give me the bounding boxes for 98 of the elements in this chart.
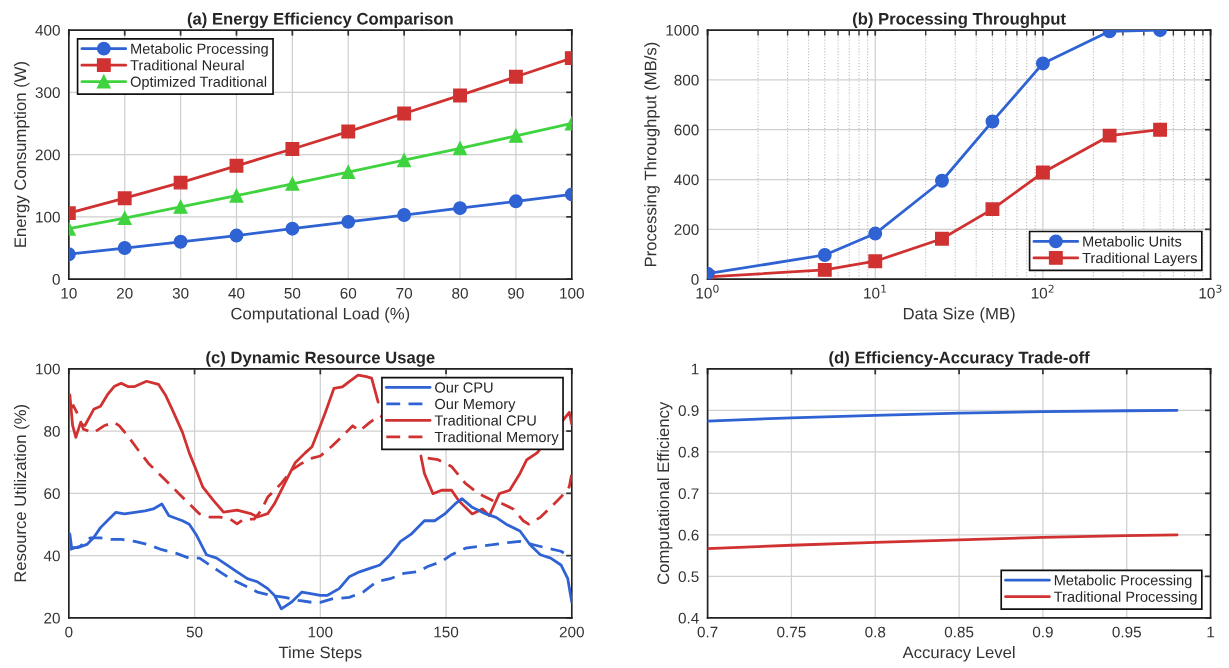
legend-label: Traditional Layers — [1082, 252, 1197, 267]
x-tick-label: 1 — [1207, 626, 1215, 638]
legend-label: Traditional Neural — [130, 59, 244, 71]
y-tick-label: 400 — [674, 174, 699, 186]
y-axis-title: Energy Consumption (W) — [13, 62, 30, 247]
x-tick-label: 10$^{3}$ — [1199, 284, 1222, 299]
y-tick-label: 400 — [35, 24, 60, 36]
point — [508, 69, 523, 84]
y-tick-label: 0.4 — [678, 612, 699, 624]
x-tick-label: 10 — [61, 287, 77, 299]
y-tick-label: 200 — [674, 224, 699, 236]
x-tick-label: 70 — [396, 287, 413, 299]
point — [285, 221, 300, 236]
y-tick-label: 300 — [35, 87, 60, 99]
y-tick-label: 0.5 — [678, 571, 699, 583]
y-tick-label: 60 — [44, 488, 60, 500]
legend-label: Metabolic Processing — [131, 43, 268, 57]
point — [508, 194, 523, 209]
x-tick-label: 0 — [65, 626, 73, 638]
point — [285, 176, 300, 191]
y-tick-label: 100 — [36, 211, 60, 223]
point — [453, 141, 467, 156]
point — [341, 165, 356, 179]
x-tick-label: 200 — [559, 626, 584, 638]
legend-label: Traditional CPU — [434, 414, 536, 426]
x-axis-title: Accuracy Level — [902, 646, 1015, 662]
x-tick-label: 0.8 — [865, 626, 886, 638]
legend-label: Our Memory — [435, 398, 516, 413]
point — [229, 158, 244, 173]
x-tick-label: 0.95 — [1112, 626, 1141, 638]
x-tick-label: 0.75 — [777, 626, 806, 638]
y-axis-title: Computational Efficiency — [656, 401, 673, 585]
x-tick-label: 20 — [116, 287, 133, 299]
y-tick-label: 0.6 — [678, 529, 699, 541]
y-tick-label: 20 — [44, 612, 60, 624]
point — [117, 211, 132, 226]
x-tick-label: 10$^{2}$ — [1031, 284, 1054, 299]
x-tick-label: 80 — [452, 287, 468, 299]
chart-title: (c) Dynamic Resource Usage — [206, 351, 435, 367]
point — [341, 124, 356, 139]
point — [117, 191, 132, 206]
point — [173, 175, 188, 190]
legend-label: Optimized Traditional — [130, 76, 267, 90]
point — [229, 228, 244, 243]
point — [453, 201, 467, 216]
point — [341, 214, 356, 229]
x-tick-label: 30 — [172, 287, 189, 299]
y-tick-label: 40 — [43, 550, 60, 562]
y-tick-label: 1 — [691, 363, 699, 375]
point — [117, 241, 132, 255]
chart-title: (b) Processing Throughput — [852, 12, 1066, 29]
point — [173, 199, 188, 214]
point — [397, 153, 412, 168]
legend-label: Traditional Memory — [434, 431, 559, 446]
x-tick-label: 0.85 — [944, 626, 974, 638]
y-tick-label: 800 — [674, 74, 699, 86]
point — [173, 234, 188, 249]
y-tick-label: 600 — [674, 124, 699, 136]
legend-label: Traditional Processing — [1054, 591, 1197, 605]
x-axis-title: Computational Load (%) — [231, 307, 410, 323]
x-tick-label: 10$^{1}$ — [864, 284, 886, 299]
point — [453, 88, 467, 103]
x-tick-label: 50 — [186, 626, 203, 638]
y-tick-label: 0.8 — [678, 446, 699, 458]
y-tick-label: 200 — [35, 149, 60, 161]
chart-title: (a) Energy Efficiency Comparison — [187, 12, 453, 29]
line-series — [707, 533, 1179, 550]
y-tick-label: 0.9 — [678, 405, 699, 417]
x-tick-label: 150 — [434, 626, 459, 638]
y-tick-label: 1000 — [666, 24, 699, 36]
y-tick-label: 0 — [691, 274, 699, 285]
point — [285, 142, 300, 156]
point — [508, 128, 523, 143]
x-tick-label: 90 — [508, 287, 524, 299]
x-tick-label: 100 — [560, 287, 584, 299]
point — [397, 106, 412, 121]
line-series — [68, 497, 572, 611]
line-series — [707, 408, 1179, 423]
y-tick-label: 0.7 — [678, 488, 699, 500]
y-tick-label: 100 — [36, 363, 60, 375]
y-axis-title: Resource Utilization (%) — [13, 405, 30, 582]
legend-label: Metabolic Units — [1083, 235, 1182, 247]
y-axis-title: Processing Throughput (MB/s) — [644, 42, 660, 267]
y-tick-label: 80 — [44, 425, 60, 437]
x-tick-label: 50 — [284, 287, 301, 299]
legend-label: Metabolic Processing — [1054, 574, 1192, 589]
x-tick-label: 10$^{0}$ — [696, 284, 719, 299]
x-tick-label: 40 — [228, 287, 245, 299]
x-axis-title: Data Size (MB) — [903, 307, 1015, 323]
y-tick-label: 0 — [52, 274, 60, 285]
x-tick-label: 100 — [308, 626, 333, 638]
x-tick-label: 0.9 — [1032, 626, 1053, 638]
point — [397, 208, 412, 222]
chart-title: (d) Efficiency-Accuracy Trade-off — [829, 351, 1090, 367]
x-tick-label: 60 — [340, 287, 357, 299]
point — [229, 188, 244, 203]
x-axis-title: Time Steps — [278, 646, 362, 662]
legend-label: Our CPU — [435, 382, 493, 393]
